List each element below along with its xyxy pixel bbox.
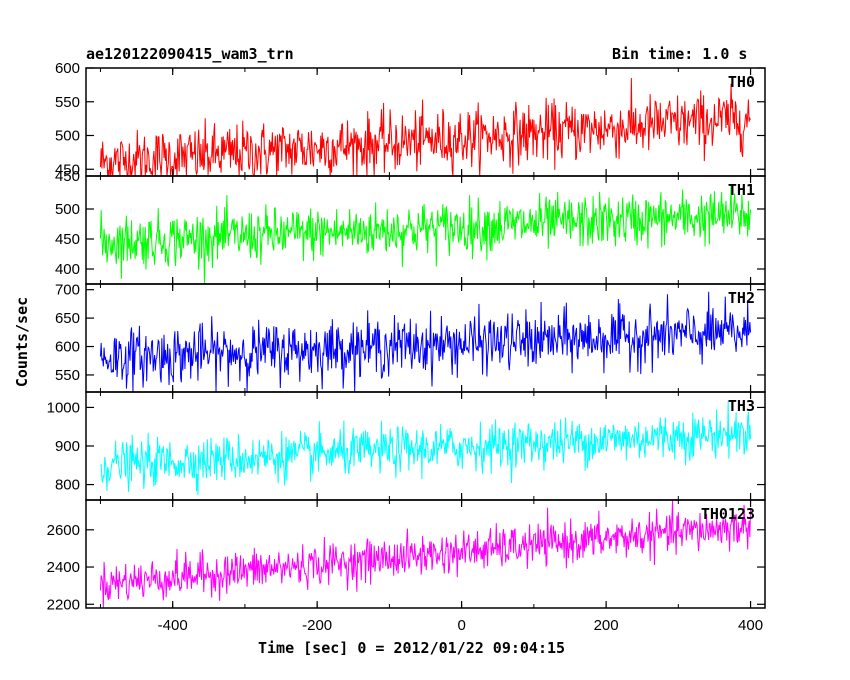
- y-tick-label: 700: [55, 282, 80, 299]
- y-tick-label: 450: [55, 231, 80, 248]
- panel-label-th3: TH3: [728, 397, 755, 415]
- y-tick-label: 450: [55, 161, 80, 178]
- y-tick-label: 2600: [47, 522, 80, 539]
- x-axis-label: Time [sec] 0 = 2012/01/22 09:04:15: [258, 639, 566, 657]
- series-line-th2: [99, 291, 752, 392]
- y-tick-label: 600: [55, 60, 80, 77]
- y-tick-label: 2200: [47, 596, 80, 613]
- panel-label-th0123: TH0123: [701, 505, 755, 523]
- panel-label-th1: TH1: [728, 181, 755, 199]
- panel-label-th2: TH2: [728, 289, 755, 307]
- x-tick-label: 400: [738, 617, 763, 634]
- y-tick-label: 2400: [47, 559, 80, 576]
- y-tick-label: 550: [55, 94, 80, 111]
- y-tick-label: 800: [55, 477, 80, 494]
- x-tick-label: -200: [302, 617, 332, 634]
- x-tick-label: 0: [457, 617, 465, 634]
- chart-title-left: ae120122090415_wam3_trn: [86, 45, 294, 63]
- y-tick-label: 550: [55, 367, 80, 384]
- chart-title-right: Bin time: 1.0 s: [612, 45, 748, 63]
- y-tick-label: 500: [55, 201, 80, 218]
- panel-label-th0: TH0: [728, 73, 755, 91]
- series-line-th0123: [99, 500, 752, 608]
- y-tick-label: 650: [55, 310, 80, 327]
- y-tick-label: 450: [55, 168, 80, 185]
- series-line-th3: [100, 400, 752, 496]
- y-tick-label: 600: [55, 339, 80, 356]
- series-line-th1: [99, 185, 752, 284]
- x-tick-label: -400: [158, 617, 188, 634]
- series-line-th0: [99, 78, 751, 176]
- y-tick-label: 1000: [47, 399, 80, 416]
- x-tick-label: 200: [594, 617, 619, 634]
- panel-frame-th0123: [85, 499, 766, 609]
- y-tick-label: 400: [55, 261, 80, 278]
- y-tick-label: 500: [55, 128, 80, 145]
- y-tick-label: 900: [55, 438, 80, 455]
